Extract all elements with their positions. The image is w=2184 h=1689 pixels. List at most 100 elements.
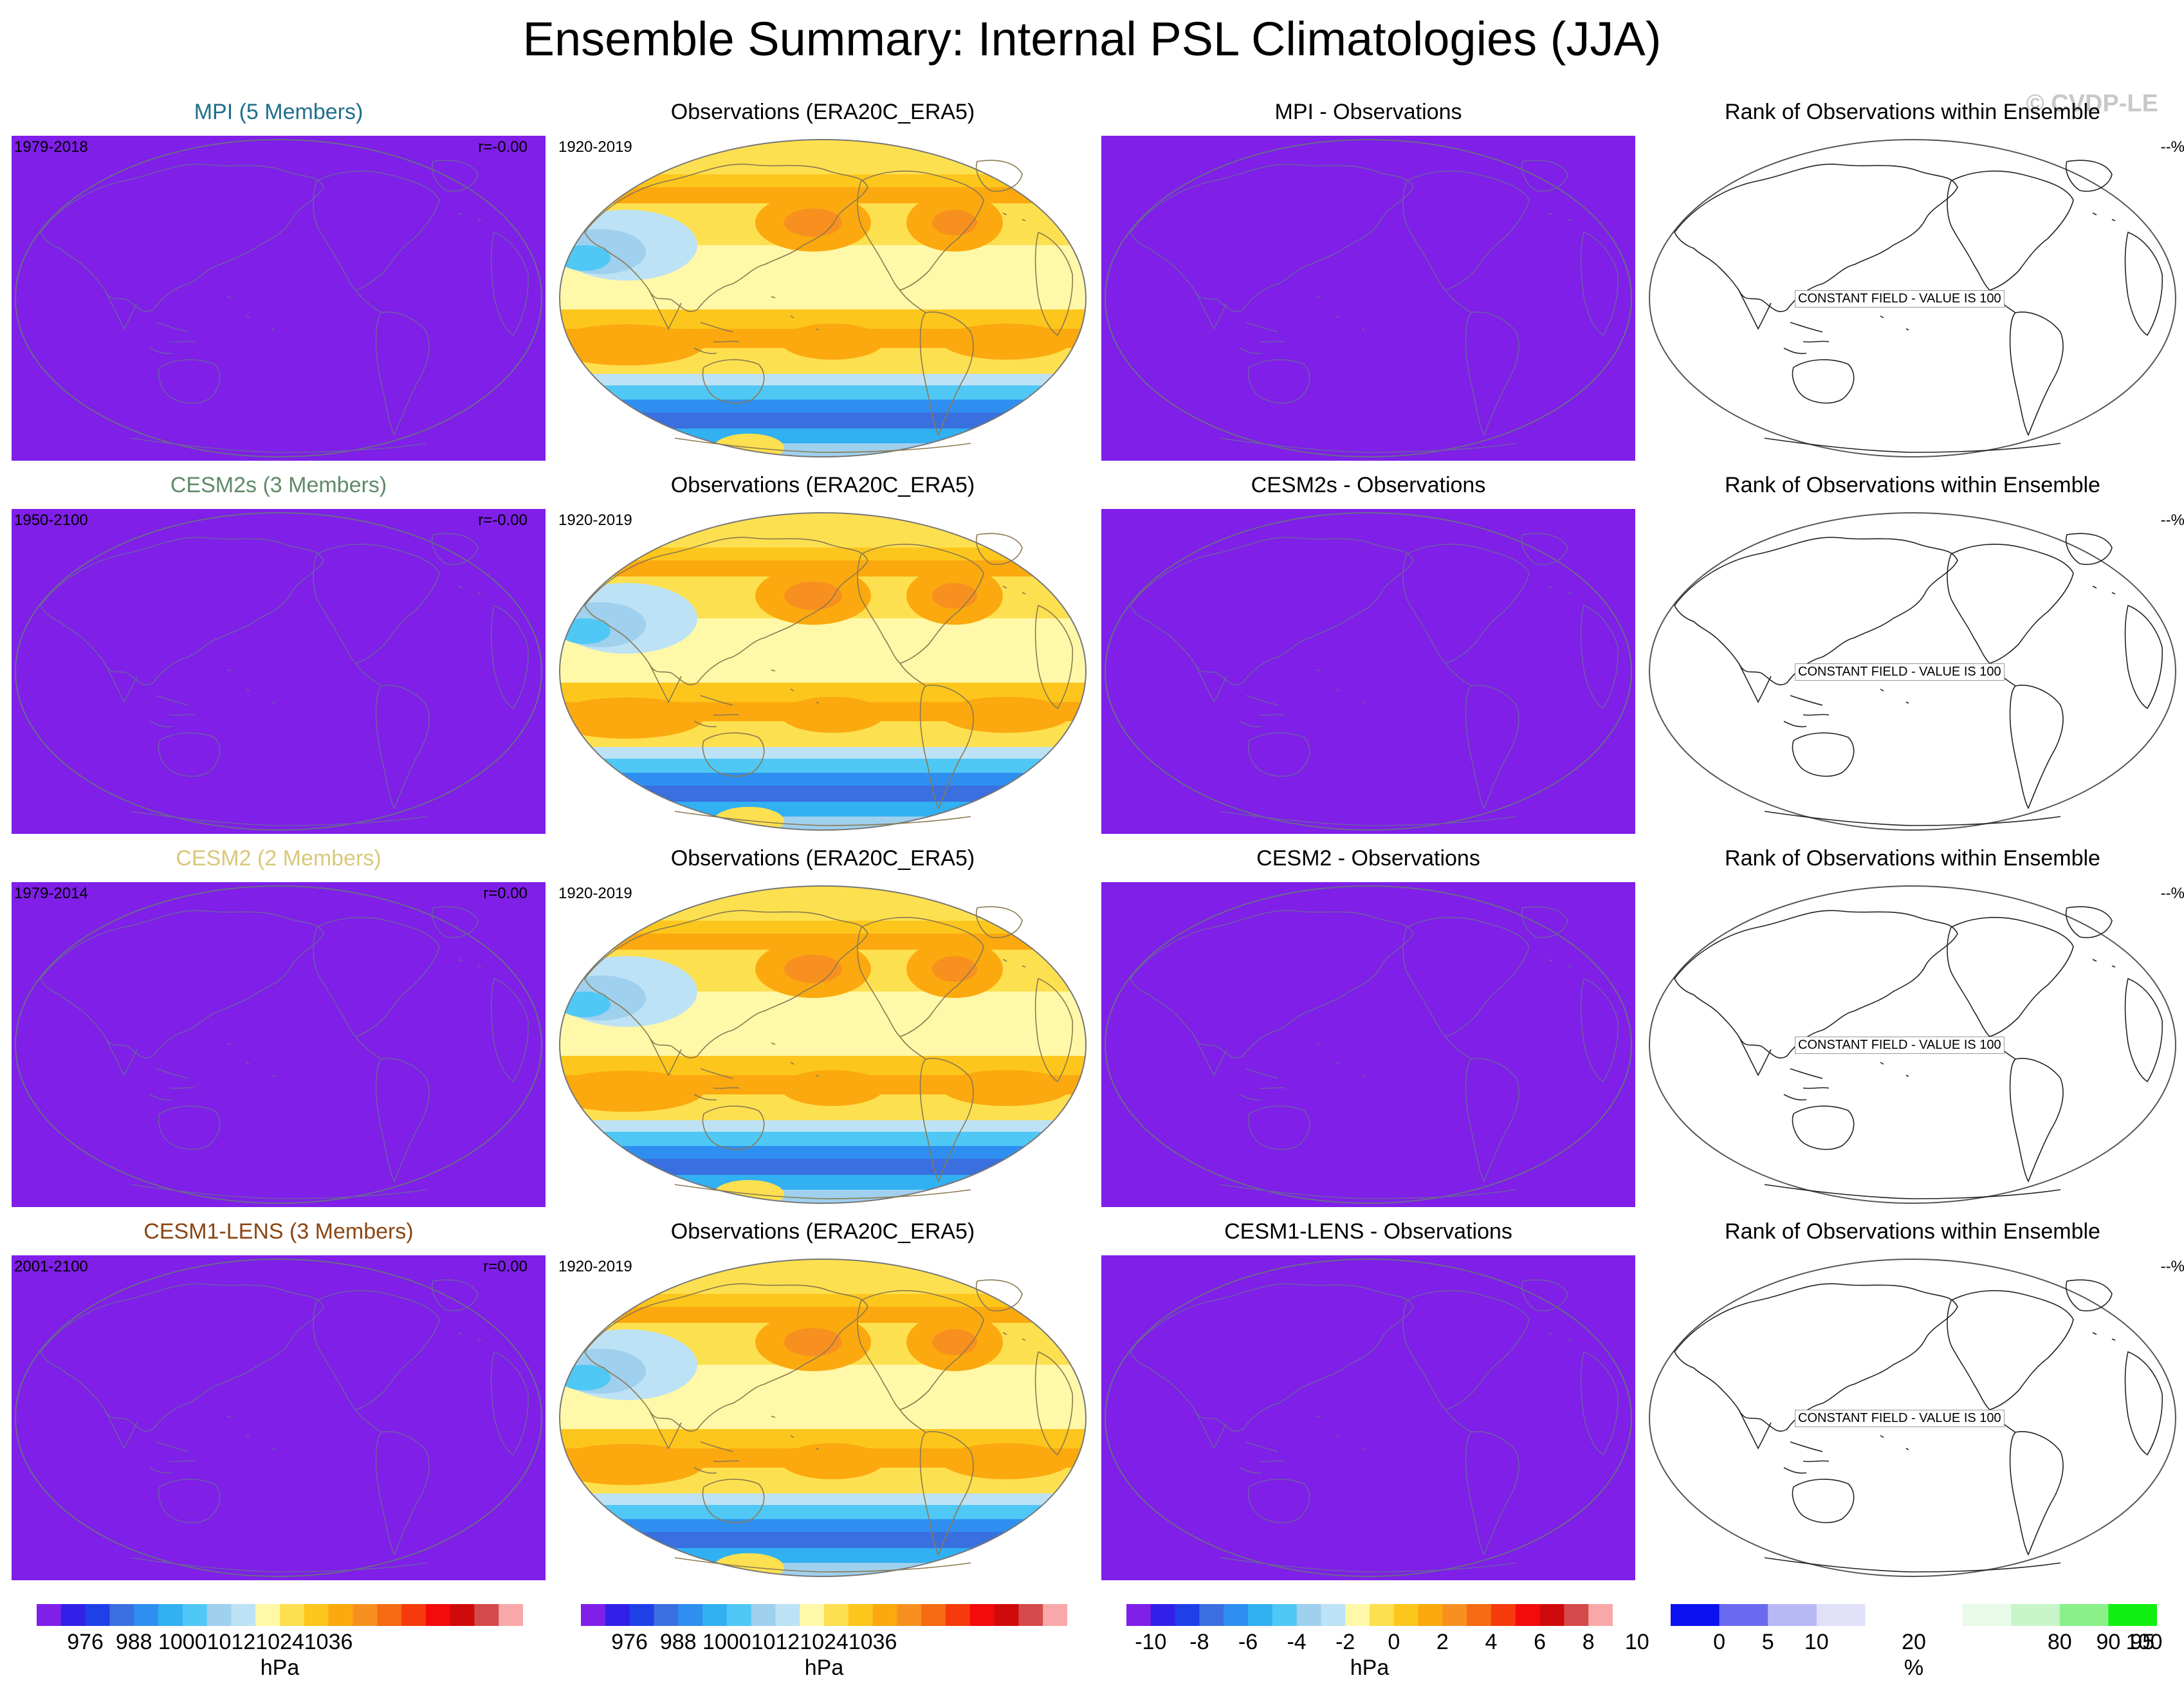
colorbar-tick-label: 976 bbox=[67, 1630, 104, 1654]
colorbar-tick-label: 20 bbox=[1902, 1630, 1926, 1654]
colorbar-swatch bbox=[1865, 1604, 1914, 1626]
colorbar-swatch bbox=[1224, 1604, 1249, 1626]
colorbar-swatch bbox=[1175, 1604, 1200, 1626]
colorbar-swatch bbox=[1126, 1604, 1152, 1626]
colorbar-tick-label: -2 bbox=[1335, 1630, 1355, 1654]
rank-panel-title: Rank of Observations within Ensemble bbox=[1725, 1219, 2100, 1244]
colorbar-swatch bbox=[304, 1604, 329, 1626]
difference-panel-title: CESM2s - Observations bbox=[1251, 473, 1486, 497]
pattern-correlation-label: r=0.00 bbox=[483, 885, 528, 902]
colorbar-swatch bbox=[969, 1604, 995, 1626]
observations-map bbox=[559, 1259, 1087, 1577]
colorbar-tick-label: 10 bbox=[1804, 1630, 1829, 1654]
model-panel-title: CESM2s (3 Members) bbox=[170, 473, 387, 497]
colorbar-rank-unit: % bbox=[1904, 1656, 1924, 1680]
difference-panel: CESM2s - Observations bbox=[1101, 473, 1635, 834]
colorbar-swatch bbox=[1272, 1604, 1298, 1626]
colorbar-swatch bbox=[1418, 1604, 1443, 1626]
observations-panel-title: Observations (ERA20C_ERA5) bbox=[670, 100, 975, 124]
colorbar-swatch bbox=[678, 1604, 703, 1626]
colorbar-swatch bbox=[328, 1604, 353, 1626]
colorbar-swatch bbox=[921, 1604, 946, 1626]
colorbar-tick-label: 1024 bbox=[255, 1630, 304, 1654]
colorbar-swatch bbox=[1467, 1604, 1492, 1626]
colorbar-swatch bbox=[946, 1604, 971, 1626]
observations-panel: Observations (ERA20C_ERA5) 1920-2019 bbox=[556, 1219, 1090, 1580]
colorbar-tick-label: 100 bbox=[2125, 1630, 2163, 1654]
colorbar-tick-label: 8 bbox=[1582, 1630, 1595, 1654]
difference-panel: CESM1-LENS - Observations bbox=[1101, 1219, 1635, 1580]
colorbar-swatch bbox=[994, 1604, 1019, 1626]
colorbar-swatch bbox=[255, 1604, 280, 1626]
constant-field-note: CONSTANT FIELD - VALUE IS 100 bbox=[1795, 1410, 2005, 1427]
rank-panel: Rank of Observations within Ensemble --% C… bbox=[1646, 100, 2184, 461]
colorbar-tick-label: 988 bbox=[115, 1630, 152, 1654]
colorbar-swatch bbox=[1018, 1604, 1043, 1626]
observations-panel-title: Observations (ERA20C_ERA5) bbox=[670, 1219, 975, 1244]
colorbar-swatch bbox=[800, 1604, 825, 1626]
colorbar-swatch bbox=[37, 1604, 62, 1626]
colorbar-swatch bbox=[377, 1604, 402, 1626]
model-panel-title: CESM1-LENS (3 Members) bbox=[143, 1219, 414, 1244]
difference-map bbox=[1101, 509, 1635, 834]
colorbar-swatch bbox=[1199, 1604, 1224, 1626]
colorbar-model-unit: hPa bbox=[260, 1656, 300, 1680]
colorbar-rank: 0 5 10 20 80 90 95 100 % bbox=[1671, 1604, 2162, 1680]
colorbar-tick-label: 1000 bbox=[158, 1630, 207, 1654]
colorbar-tick-label: 988 bbox=[659, 1630, 697, 1654]
colorbar-obs-unit: hPa bbox=[804, 1656, 844, 1680]
colorbar-swatch bbox=[726, 1604, 752, 1626]
colorbar-swatch bbox=[1719, 1604, 1768, 1626]
colorbar-swatch bbox=[1043, 1604, 1067, 1626]
colorbar-swatch bbox=[605, 1604, 630, 1626]
colorbar-swatch bbox=[280, 1604, 305, 1626]
model-years-label: 2001-2100 bbox=[14, 1258, 88, 1275]
colorbar-swatch bbox=[158, 1604, 183, 1626]
colorbar-swatch bbox=[1345, 1604, 1370, 1626]
rank-panel-title: Rank of Observations within Ensemble bbox=[1725, 473, 2100, 497]
colorbar-swatch bbox=[499, 1604, 523, 1626]
difference-map bbox=[1101, 1255, 1635, 1580]
observations-map bbox=[559, 512, 1087, 831]
colorbar-swatch bbox=[85, 1604, 110, 1626]
colorbar-model-swatches bbox=[37, 1604, 523, 1626]
constant-field-note: CONSTANT FIELD - VALUE IS 100 bbox=[1795, 1037, 2005, 1054]
colorbar-tick-label: 6 bbox=[1534, 1630, 1546, 1654]
colorbar-swatch bbox=[182, 1604, 208, 1626]
rank-panel: Rank of Observations within Ensemble --% C… bbox=[1646, 846, 2184, 1207]
colorbar-tick-label: 95 bbox=[2130, 1630, 2155, 1654]
difference-panel-title: CESM2 - Observations bbox=[1256, 846, 1480, 871]
model-years-label: 1979-2014 bbox=[14, 885, 88, 902]
colorbar-swatch bbox=[425, 1604, 451, 1626]
colorbar-swatch bbox=[109, 1604, 134, 1626]
colorbar-tick-label: 4 bbox=[1485, 1630, 1498, 1654]
colorbar-swatch bbox=[1588, 1604, 1613, 1626]
colorbar-swatch bbox=[1816, 1604, 1866, 1626]
observations-panel: Observations (ERA20C_ERA5) 1920-2019 bbox=[556, 100, 1090, 461]
colorbar-swatch bbox=[1370, 1604, 1395, 1626]
observations-panel-title: Observations (ERA20C_ERA5) bbox=[670, 473, 975, 497]
colorbar-tick-label: 0 bbox=[1713, 1630, 1726, 1654]
colorbar-tick-label: -8 bbox=[1189, 1630, 1209, 1654]
observations-panel: Observations (ERA20C_ERA5) 1920-2019 bbox=[556, 473, 1090, 834]
rank-percent-label: --% bbox=[2160, 1258, 2184, 1275]
observations-years-label: 1920-2019 bbox=[558, 512, 632, 529]
model-map bbox=[12, 136, 546, 461]
colorbar-swatch bbox=[629, 1604, 654, 1626]
pattern-correlation-label: r=-0.00 bbox=[478, 512, 528, 529]
colorbar-swatch bbox=[353, 1604, 378, 1626]
model-panel-title: CESM2 (2 Members) bbox=[176, 846, 381, 871]
model-years-label: 1950-2100 bbox=[14, 512, 88, 529]
colorbar-swatch bbox=[450, 1604, 475, 1626]
colorbar-swatch bbox=[1491, 1604, 1516, 1626]
colorbar-swatch bbox=[1962, 1604, 2012, 1626]
observations-years-label: 1920-2019 bbox=[558, 1258, 632, 1275]
colorbar-swatch bbox=[897, 1604, 922, 1626]
rank-panel-title: Rank of Observations within Ensemble bbox=[1725, 100, 2100, 124]
difference-panel: MPI - Observations bbox=[1101, 100, 1635, 461]
colorbar-tick-label: 1012 bbox=[206, 1630, 256, 1654]
colorbar-swatch bbox=[206, 1604, 232, 1626]
colorbar-swatch bbox=[1515, 1604, 1541, 1626]
colorbar-swatch bbox=[1321, 1604, 1346, 1626]
pattern-correlation-label: r=-0.00 bbox=[478, 138, 528, 156]
